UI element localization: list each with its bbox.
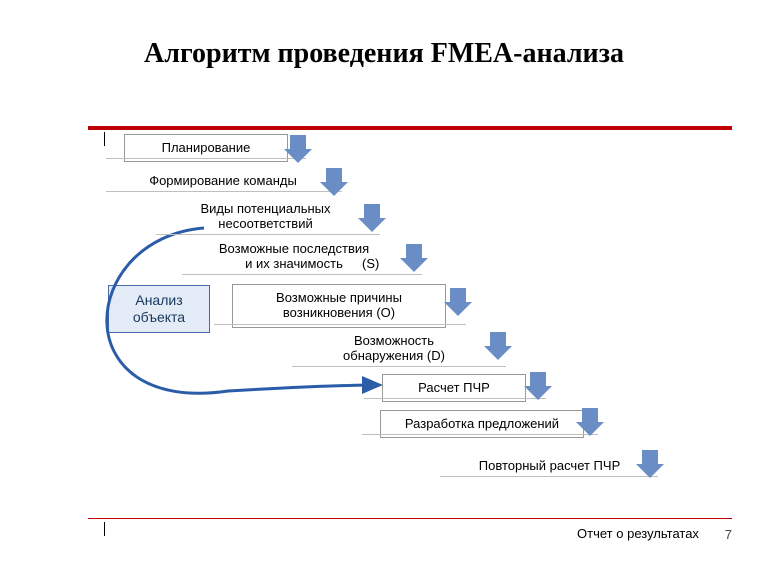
step-2-rule	[106, 191, 342, 192]
down-arrow-4	[400, 244, 428, 270]
step-8-rule	[362, 434, 598, 435]
page-number: 7	[725, 527, 732, 542]
down-arrow-7	[524, 372, 552, 398]
down-arrow-2	[320, 168, 348, 194]
down-arrow-9	[636, 450, 664, 476]
step-2: Формирование команды	[124, 169, 322, 193]
step-5-rule	[214, 324, 466, 325]
step-9-rule	[440, 476, 658, 477]
step-3-rule	[156, 234, 380, 235]
step-7-rule	[364, 398, 546, 399]
down-arrow-3	[358, 204, 386, 230]
down-arrow-6	[484, 332, 512, 358]
down-arrow-8	[576, 408, 604, 434]
down-arrow-5	[444, 288, 472, 314]
step-10: Отчет о результатах	[554, 522, 722, 546]
step-4: Возможные последствияи их значимость	[200, 238, 388, 276]
step-3: Виды потенциальныхнесоответствий	[174, 198, 357, 236]
step-6-rule	[292, 366, 506, 367]
step-6: Возможностьобнаружения (D)	[310, 330, 478, 368]
step-4-rule	[182, 274, 422, 275]
step-5: Возможные причинывозникновения (О)	[232, 284, 446, 328]
down-arrow-1	[284, 135, 312, 161]
step-1-rule	[106, 158, 306, 159]
step-9: Повторный расчет ПЧР	[458, 454, 641, 478]
